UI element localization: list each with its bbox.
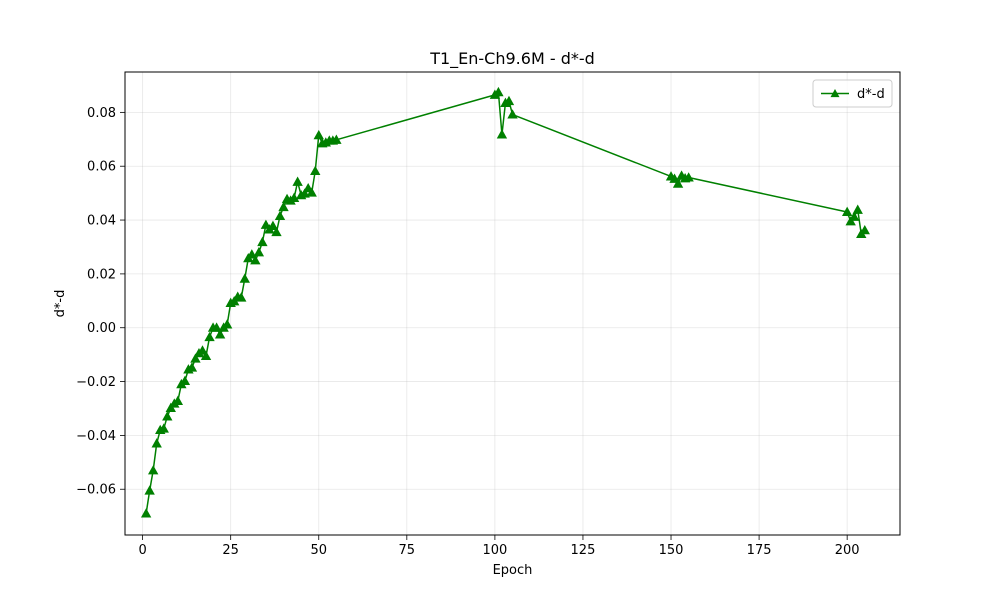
- data-point: [288, 192, 300, 202]
- data-point: [267, 220, 279, 230]
- x-tick-label: 150: [659, 543, 684, 558]
- y-tick-label: 0.00: [87, 321, 116, 336]
- data-point: [331, 134, 342, 144]
- data-point: [503, 95, 515, 106]
- y-tick-label: 0.02: [87, 267, 116, 282]
- y-axis-label: d*-d: [53, 290, 68, 318]
- data-point: [200, 350, 212, 360]
- y-tick-label: −0.04: [76, 429, 116, 444]
- x-tick-label: 25: [222, 543, 239, 558]
- data-point: [179, 375, 191, 386]
- legend-box: [812, 79, 893, 108]
- data-point: [186, 362, 198, 372]
- data-point: [190, 353, 201, 363]
- x-tick-label: 0: [138, 543, 146, 558]
- data-point: [852, 204, 863, 214]
- grid: [125, 72, 900, 535]
- data-point: [271, 226, 282, 237]
- x-tick-label: 125: [571, 543, 596, 558]
- data-point: [859, 224, 870, 235]
- legend-label: d*-d: [857, 87, 885, 102]
- y-tick-label: 0.08: [87, 106, 116, 121]
- data-point: [253, 247, 265, 257]
- y-axis: −0.06 −0.04 −0.02 0.00 0.02 0.04 0.06 0.08: [76, 106, 125, 498]
- data-point: [158, 423, 169, 433]
- series-layer: [140, 86, 870, 518]
- data-point: [306, 187, 317, 197]
- data-point: [493, 86, 504, 97]
- data-point: [214, 329, 226, 339]
- data-point: [236, 292, 247, 302]
- data-point: [507, 109, 518, 119]
- x-tick-label: 50: [310, 543, 327, 558]
- x-tick-label: 200: [835, 543, 860, 558]
- x-tick-label: 175: [747, 543, 772, 558]
- data-point: [849, 211, 860, 221]
- data-point: [313, 129, 324, 140]
- data-point: [669, 173, 680, 183]
- x-axis: 0 25 50 75 100 125 150 175 200: [138, 535, 860, 558]
- data-point: [250, 255, 261, 265]
- data-point: [197, 345, 208, 355]
- y-tick-label: 0.04: [87, 214, 116, 229]
- data-point: [221, 319, 233, 329]
- x-tick-label: 100: [482, 543, 507, 558]
- chart-title: T1_En-Ch9.6M - d*-d: [429, 49, 595, 69]
- data-point: [672, 178, 684, 188]
- data-point: [140, 508, 152, 518]
- y-tick-label: −0.06: [76, 483, 116, 498]
- data-point: [845, 216, 856, 226]
- data-point: [148, 465, 159, 475]
- x-tick-label: 75: [399, 543, 416, 558]
- plot-frame: [124, 71, 901, 536]
- data-point: [257, 236, 268, 247]
- data-point: [496, 129, 508, 139]
- data-point: [683, 172, 694, 182]
- data-point: [204, 331, 215, 342]
- data-point: [144, 485, 155, 495]
- data-point: [274, 210, 286, 221]
- data-point: [172, 395, 184, 405]
- y-tick-label: 0.06: [87, 160, 116, 175]
- y-tick-label: −0.02: [76, 375, 116, 390]
- data-point: [292, 176, 303, 186]
- data-point: [239, 273, 250, 283]
- data-point: [299, 188, 310, 198]
- data-point: [841, 206, 853, 216]
- data-point: [162, 411, 173, 421]
- legend-marker-triangle-icon: [830, 89, 840, 98]
- data-point: [151, 438, 162, 448]
- x-axis-label: Epoch: [493, 563, 533, 578]
- data-point: [278, 201, 289, 212]
- legend: d*-d: [812, 79, 893, 108]
- data-point: [310, 165, 321, 176]
- data-point: [211, 322, 222, 332]
